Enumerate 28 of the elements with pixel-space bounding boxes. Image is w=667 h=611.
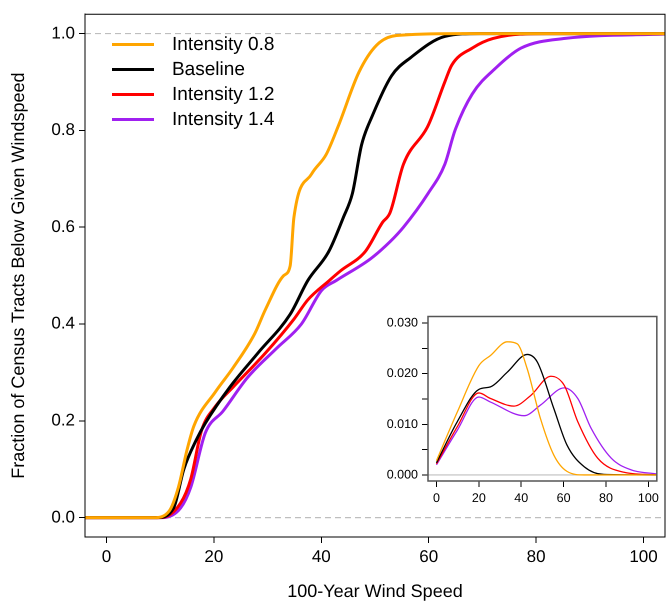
x-tick-label: 40 — [514, 490, 528, 505]
y-tick-label: 0.4 — [51, 314, 75, 333]
y-tick-label: 0.6 — [51, 216, 75, 236]
y-tick-label: 0.000 — [386, 467, 418, 482]
y-tick-label: 0.030 — [386, 316, 418, 330]
y-axis-title: Fraction of Census Tracts Below Given Windspeed — [8, 72, 28, 479]
y-tick-label: 0.020 — [386, 366, 418, 380]
x-tick-label: 0 — [102, 546, 112, 566]
y-tick-label: 0.0 — [51, 507, 75, 526]
x-axis-title: 100-Year Wind Speed — [287, 581, 463, 602]
y-tick-label: 1.0 — [51, 23, 75, 42]
legend-label: Baseline — [172, 58, 245, 82]
x-tick-label: 20 — [472, 490, 486, 505]
legend-label: Intensity 1.2 — [172, 83, 274, 107]
x-tick-label: 80 — [599, 490, 613, 505]
legend-label: Intensity 1.4 — [172, 108, 274, 132]
x-tick-label: 20 — [204, 546, 224, 566]
y-tick-label: 0.2 — [51, 410, 75, 430]
x-tick-label: 60 — [419, 546, 438, 566]
legend-label: Intensity 0.8 — [172, 33, 274, 57]
x-tick-label: 60 — [556, 490, 571, 505]
y-tick-label: 0.8 — [51, 120, 75, 140]
x-tick-label: 100 — [629, 546, 658, 566]
y-tick-label: 0.010 — [386, 416, 418, 431]
x-tick-label: 40 — [312, 546, 331, 566]
x-tick-label: 0 — [433, 490, 440, 505]
x-tick-label: 80 — [526, 546, 546, 566]
x-tick-label: 100 — [638, 490, 659, 505]
